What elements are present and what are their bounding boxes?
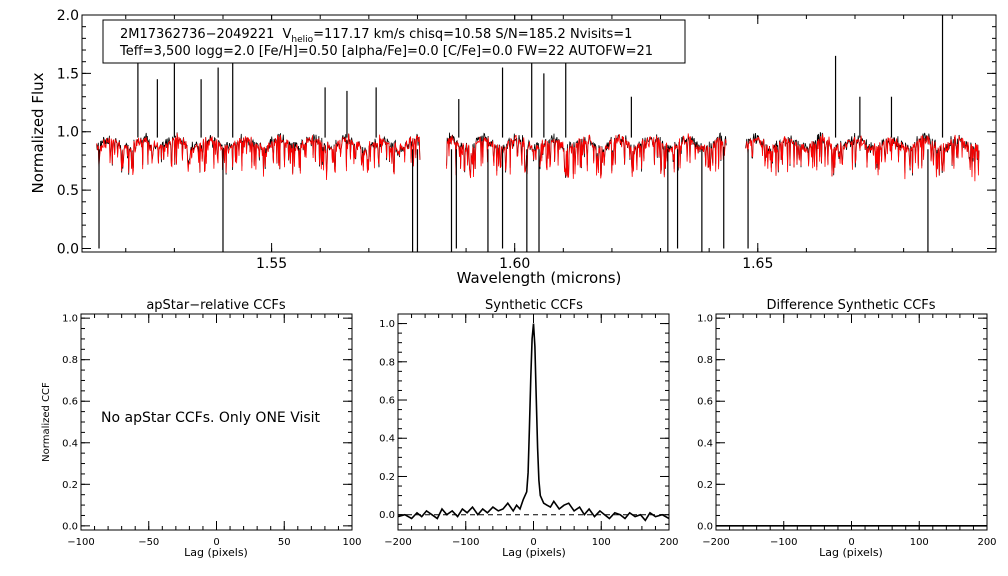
- y-tick-label: 0.4: [379, 434, 395, 445]
- y-tick-label: 0.8: [697, 355, 713, 366]
- x-tick-label: 1.60: [499, 256, 530, 272]
- spectrum-x-axis-label: Wavelength (microns): [457, 269, 622, 287]
- y-tick-label: 0.4: [697, 438, 713, 449]
- x-tick-label: 0: [213, 537, 219, 548]
- x-tick-label: 0: [530, 537, 536, 548]
- info-star-id: 2M17362736−2049221: [120, 27, 274, 42]
- apstar-ccf-x-axis-label: Lag (pixels): [184, 546, 248, 559]
- model-spectrum-segment: [745, 133, 980, 182]
- y-tick-label: 0.0: [57, 241, 79, 257]
- y-tick-label: 2.0: [57, 8, 79, 24]
- x-tick-label: 50: [278, 537, 291, 548]
- x-tick-label: −200: [384, 537, 411, 548]
- y-tick-label: 1.0: [697, 314, 713, 325]
- y-tick-label: 0.8: [62, 355, 78, 366]
- apstar-ccf-panel: apStar−relative CCFs −100 −50 0 50 100 0.0 0.2…: [41, 298, 362, 559]
- info-line-1-values: =117.17 km/s chisq=10.58 S/N=185.2 Nvisi…: [313, 27, 632, 42]
- y-tick-label: 0.0: [62, 521, 78, 532]
- info-line-2: Teff=3,500 logg=2.0 [Fe/H]=0.50 [alpha/F…: [119, 44, 653, 59]
- no-ccf-annotation: No apStar CCFs. Only ONE Visit: [101, 410, 321, 426]
- x-tick-label: 100: [592, 537, 611, 548]
- y-tick-label: 1.0: [57, 125, 79, 141]
- info-box: 2M17362736−2049221 Vhelio=117.17 km/s chi…: [102, 19, 686, 64]
- difference-ccf-panel: Difference Synthetic CCFs −200 −100 0 100 20…: [697, 298, 996, 559]
- x-tick-label: −100: [770, 537, 797, 548]
- apstar-ccf-y-axis-label: Normalized CCF: [41, 382, 52, 462]
- y-tick-label: 0.6: [697, 397, 713, 408]
- x-tick-label: 200: [977, 537, 996, 548]
- y-tick-label: 0.6: [379, 396, 395, 407]
- x-tick-label: 0: [848, 537, 854, 548]
- difference-ccf-x-axis-label: Lag (pixels): [819, 546, 883, 559]
- spectrum-panel: 1.55 1.60 1.65 0.0 0.5 1.0 1.5 2.0 Wavelength (…: [29, 8, 997, 287]
- x-tick-label: 200: [659, 537, 678, 548]
- y-tick-label: 0.6: [62, 397, 78, 408]
- y-tick-label: 0.2: [62, 480, 78, 491]
- spectrum-y-axis-label: Normalized Flux: [29, 72, 47, 193]
- difference-ccf-title: Difference Synthetic CCFs: [766, 298, 935, 313]
- y-tick-label: 0.8: [379, 357, 395, 368]
- y-tick-label: 0.0: [697, 521, 713, 532]
- x-tick-label: 100: [342, 537, 361, 548]
- x-tick-label: 100: [910, 537, 929, 548]
- x-tick-label: 1.65: [742, 256, 773, 272]
- y-tick-label: 0.0: [379, 510, 395, 521]
- x-tick-label: 1.55: [256, 256, 287, 272]
- synthetic-ccf-panel: Synthetic CCFs −200 −100 0 100 200 0.0 0.2 0.4 0…: [379, 298, 678, 559]
- spectrum-frame: [81, 14, 997, 253]
- info-v-subscript: helio: [291, 35, 313, 45]
- difference-ccf-frame: [715, 313, 988, 531]
- synthetic-ccf-line: [397, 323, 670, 522]
- y-tick-label: 1.0: [62, 314, 78, 325]
- y-tick-label: 0.4: [62, 438, 78, 449]
- model-spectrum-segment: [96, 133, 421, 181]
- info-line-1: 2M17362736−2049221 Vhelio=117.17 km/s chi…: [120, 27, 632, 45]
- x-tick-label: −50: [138, 537, 159, 548]
- info-box-frame: [102, 19, 686, 64]
- y-tick-label: 1.0: [379, 319, 395, 330]
- synthetic-ccf-frame: [397, 313, 670, 531]
- x-tick-label: −100: [67, 537, 94, 548]
- y-tick-label: 0.5: [57, 183, 79, 199]
- y-tick-label: 0.2: [379, 472, 395, 483]
- synthetic-ccf-x-axis-label: Lag (pixels): [502, 546, 566, 559]
- x-tick-label: −100: [452, 537, 479, 548]
- apstar-ccf-title: apStar−relative CCFs: [146, 298, 286, 313]
- synthetic-ccf-title: Synthetic CCFs: [485, 298, 583, 313]
- x-tick-label: −200: [702, 537, 729, 548]
- info-v-symbol: V: [282, 27, 291, 42]
- y-tick-label: 0.2: [697, 480, 713, 491]
- model-spectrum-segment: [446, 133, 727, 179]
- y-tick-label: 1.5: [57, 66, 79, 82]
